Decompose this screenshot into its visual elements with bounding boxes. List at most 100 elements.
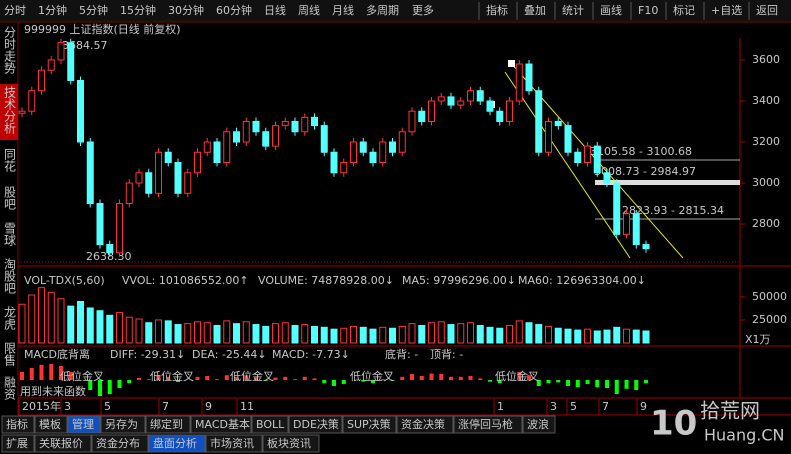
volume-bar: [96, 310, 104, 344]
tab-label[interactable]: 资金决策: [401, 417, 445, 431]
y-tick-label: 2800: [752, 217, 780, 230]
tab-label[interactable]: 管理: [72, 417, 94, 431]
side-tab[interactable]: 限售: [3, 342, 17, 366]
menu-item[interactable]: +自选: [711, 4, 742, 17]
candle: [145, 172, 153, 194]
tab-label[interactable]: 关联报价: [39, 436, 83, 450]
menu-item[interactable]: 5分钟: [79, 3, 108, 17]
tab-label[interactable]: 模板: [39, 417, 61, 431]
tab[interactable]: [453, 415, 523, 434]
macd-bar: [517, 372, 522, 380]
volume-bar: [467, 322, 474, 344]
tab-label[interactable]: 涨停回马枪: [458, 417, 513, 431]
menu-item[interactable]: 画线: [600, 3, 622, 17]
tab-label[interactable]: 市场资讯: [210, 436, 254, 450]
side-tab[interactable]: 龙虎: [3, 306, 17, 331]
candle: [28, 90, 36, 112]
menu-item[interactable]: 1分钟: [38, 3, 67, 17]
volume-bar: [203, 322, 211, 344]
tab-label[interactable]: 指标: [6, 417, 28, 431]
menu-item[interactable]: 60分钟: [216, 3, 252, 17]
tab-label[interactable]: DDE决策: [293, 417, 339, 431]
tab[interactable]: [288, 415, 343, 434]
volume-bar: [18, 303, 26, 344]
macd-bar: [117, 380, 122, 388]
tab-label[interactable]: 板块资讯: [267, 436, 311, 450]
macd-bar: [234, 376, 239, 380]
tab-label[interactable]: SUP决策: [347, 417, 391, 431]
candle: [564, 125, 572, 153]
volume-bar: [545, 325, 552, 344]
tab[interactable]: [190, 415, 252, 434]
menu-item[interactable]: 叠加: [524, 4, 546, 17]
tab[interactable]: [67, 415, 101, 434]
tab[interactable]: [145, 415, 191, 434]
volume-bar: [77, 301, 84, 344]
tab-label[interactable]: 波浪: [527, 417, 549, 431]
side-tab[interactable]: 淘股吧: [3, 258, 17, 294]
macd-bar: [595, 380, 600, 388]
menu-item[interactable]: 返回: [756, 4, 778, 17]
side-tab[interactable]: 技术分析: [3, 86, 17, 135]
tab-label[interactable]: 盘面分析: [153, 436, 197, 450]
tab[interactable]: [34, 415, 68, 434]
volume-bar: [135, 318, 143, 344]
tab-label[interactable]: 扩展: [6, 436, 28, 450]
candle: [116, 203, 123, 254]
menu-item[interactable]: 30分钟: [168, 3, 204, 17]
side-tab[interactable]: 雪球: [3, 222, 17, 246]
menu-item[interactable]: 指标: [486, 3, 508, 17]
tab[interactable]: [262, 434, 320, 453]
side-tab[interactable]: 分时走势: [3, 26, 17, 74]
candle: [545, 120, 552, 153]
menu-item[interactable]: 日线: [264, 3, 286, 17]
tab[interactable]: [205, 434, 263, 453]
tab[interactable]: [396, 415, 454, 434]
candle: [223, 131, 231, 164]
macd-bar: [536, 380, 541, 386]
menu-item[interactable]: 分时: [4, 4, 26, 17]
candle: [174, 162, 182, 194]
tab[interactable]: [1, 434, 35, 453]
tab-label[interactable]: 资金分布: [96, 436, 140, 450]
menu-item[interactable]: 周线: [298, 3, 320, 17]
macd-bar: [410, 374, 414, 380]
macd-bar: [137, 378, 141, 380]
menu-item[interactable]: 更多: [412, 3, 434, 17]
volume-bar: [320, 326, 328, 344]
menu-item[interactable]: 标记: [673, 3, 695, 17]
tab[interactable]: [91, 434, 149, 453]
macd-bar: [566, 380, 570, 386]
macd-bar: [488, 380, 492, 382]
tab-label[interactable]: MACD基本: [195, 417, 250, 431]
side-tab[interactable]: 融资: [3, 376, 17, 401]
macd-bar: [322, 380, 327, 384]
candle: [47, 59, 55, 71]
menu-item[interactable]: 统计: [562, 4, 584, 17]
tab[interactable]: [1, 415, 35, 434]
tab[interactable]: [342, 415, 397, 434]
tab[interactable]: [148, 434, 206, 453]
macd-bar: [176, 380, 180, 382]
menu-item[interactable]: 15分钟: [120, 3, 156, 17]
x-tick-label: 5: [104, 400, 111, 413]
volume-bar: [554, 327, 562, 344]
side-tab[interactable]: 同花: [3, 148, 17, 173]
side-tab[interactable]: 股吧: [3, 186, 17, 210]
candle: [535, 90, 543, 153]
menu-item[interactable]: F10: [638, 4, 658, 17]
tab-label[interactable]: BOLL: [256, 418, 285, 431]
signal: 低位金叉: [495, 369, 539, 383]
y-tick-label: 3200: [752, 135, 780, 148]
tab-label[interactable]: 另存为: [105, 417, 138, 431]
menu-item[interactable]: 多周期: [366, 3, 399, 17]
macd-bar: [215, 379, 219, 380]
volume-bar: [632, 329, 640, 344]
tab[interactable]: [251, 415, 289, 434]
volume-bar: [330, 328, 338, 344]
tab-label[interactable]: 绑定到: [150, 417, 183, 431]
menu-item[interactable]: 月线: [332, 3, 354, 17]
tab[interactable]: [522, 415, 556, 434]
tab[interactable]: [100, 415, 146, 434]
tab[interactable]: [34, 434, 92, 453]
